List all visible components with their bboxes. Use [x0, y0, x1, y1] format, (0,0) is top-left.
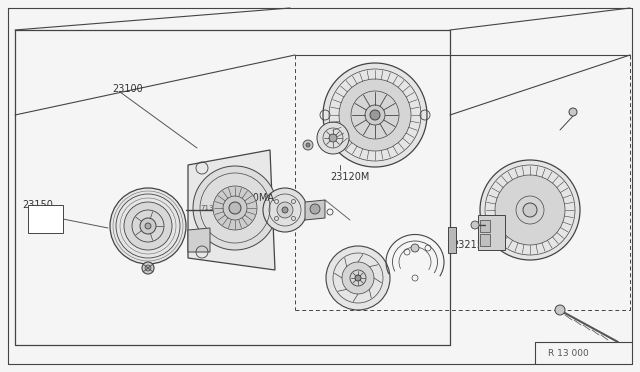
Polygon shape [448, 227, 456, 253]
Circle shape [569, 108, 577, 116]
Circle shape [555, 305, 565, 315]
Circle shape [193, 166, 277, 250]
Text: 23215: 23215 [452, 240, 483, 250]
Circle shape [110, 188, 186, 264]
Circle shape [282, 207, 288, 213]
Circle shape [142, 262, 154, 274]
Circle shape [342, 262, 374, 294]
Text: 23120MA: 23120MA [228, 193, 274, 203]
Circle shape [140, 218, 156, 234]
Circle shape [480, 160, 580, 260]
Polygon shape [188, 228, 210, 252]
Circle shape [365, 105, 385, 125]
Circle shape [471, 221, 479, 229]
Circle shape [229, 202, 241, 214]
Text: 23100: 23100 [112, 84, 143, 94]
Circle shape [303, 140, 313, 150]
Circle shape [323, 63, 427, 167]
Text: 23150: 23150 [22, 200, 53, 210]
Polygon shape [480, 220, 490, 232]
Text: 7130S: 7130S [200, 205, 222, 211]
Circle shape [306, 143, 310, 147]
Polygon shape [478, 215, 505, 250]
Circle shape [370, 110, 380, 120]
Circle shape [355, 275, 361, 281]
Circle shape [523, 203, 537, 217]
Text: 23120M: 23120M [330, 172, 369, 182]
Circle shape [263, 188, 307, 232]
Circle shape [495, 175, 565, 245]
Circle shape [310, 204, 320, 214]
Circle shape [326, 246, 390, 310]
Circle shape [213, 186, 257, 230]
Polygon shape [305, 200, 325, 220]
Circle shape [411, 244, 419, 252]
Circle shape [124, 202, 172, 250]
Polygon shape [188, 150, 275, 270]
Circle shape [145, 265, 151, 271]
Circle shape [317, 122, 349, 154]
Circle shape [339, 79, 411, 151]
Text: R 13 000: R 13 000 [548, 350, 589, 359]
Circle shape [145, 223, 151, 229]
Circle shape [277, 202, 293, 218]
Polygon shape [480, 234, 490, 246]
FancyBboxPatch shape [28, 205, 63, 233]
Circle shape [329, 134, 337, 142]
